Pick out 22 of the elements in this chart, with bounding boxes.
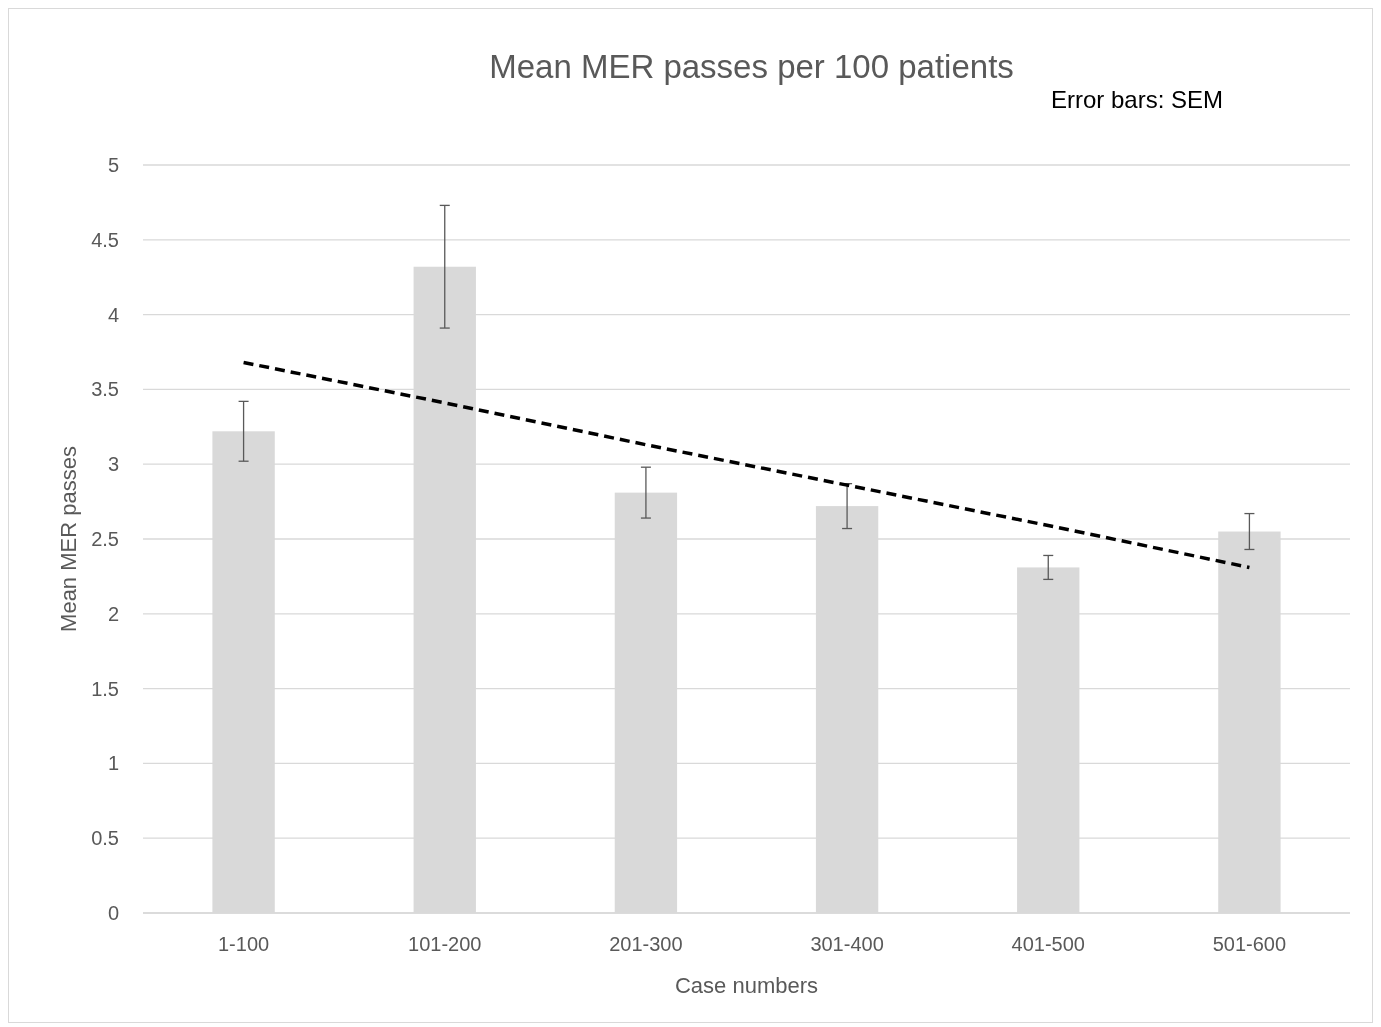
- x-tick-label: 1-100: [218, 933, 270, 955]
- chart-title: Mean MER passes per 100 patients: [489, 48, 1014, 85]
- y-axis-title: Mean MER passes: [56, 446, 81, 632]
- y-tick-label: 0: [107, 902, 119, 924]
- y-tick-label: 4.5: [91, 228, 119, 251]
- x-tick-label: 101-200: [408, 933, 482, 955]
- y-tick-label: 2.5: [91, 528, 119, 550]
- y-tick-label: 2: [107, 602, 119, 625]
- y-tick-label: 1: [107, 752, 119, 775]
- x-axis-title: Case numbers: [674, 973, 819, 998]
- text: Error bars: SEM: [1050, 86, 1223, 113]
- y-tick-label: 4: [107, 303, 119, 326]
- y-tick-label: 1.5: [91, 677, 119, 700]
- x-tick-label: 201-300: [609, 933, 683, 955]
- y-tick-label: 3: [107, 453, 119, 476]
- line-series: [241, 360, 1252, 570]
- y-tick-label: 3.5: [91, 378, 119, 401]
- x-tick-label: 501-600: [1212, 933, 1287, 955]
- y-tick-label: 0.5: [91, 827, 119, 850]
- y-tick-label: 5: [107, 154, 119, 176]
- x-tick-label: 401-500: [1011, 933, 1085, 955]
- x-tick-label: 301-400: [810, 933, 884, 955]
